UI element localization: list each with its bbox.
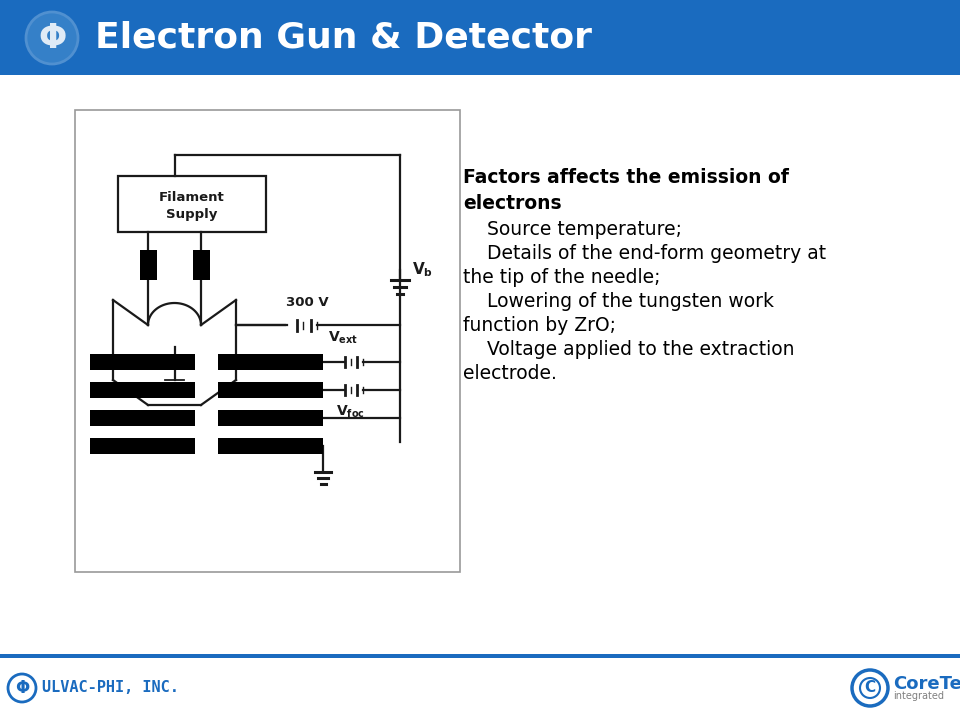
Text: Factors affects the emission of: Factors affects the emission of	[463, 168, 789, 187]
Text: C: C	[864, 680, 876, 696]
Bar	[140, 250, 157, 280]
Text: $\mathbf{V_{ext}}$: $\mathbf{V_{ext}}$	[328, 330, 358, 346]
Bar	[193, 250, 210, 280]
Bar	[90, 410, 195, 426]
Text: $\mathbf{V_{foc}}$: $\mathbf{V_{foc}}$	[336, 404, 365, 420]
Text: ULVAC-PHI, INC.: ULVAC-PHI, INC.	[42, 680, 179, 696]
Text: the tip of the needle;: the tip of the needle;	[463, 268, 660, 287]
Text: Voltage applied to the extraction: Voltage applied to the extraction	[463, 340, 795, 359]
Text: integrated: integrated	[893, 691, 944, 701]
Text: Source temperature;: Source temperature;	[463, 220, 682, 239]
Bar	[0, 75, 960, 655]
Bar	[218, 382, 323, 398]
Bar	[118, 176, 266, 232]
Text: Filament: Filament	[159, 191, 225, 204]
Text: 300 V: 300 V	[286, 296, 328, 309]
Circle shape	[26, 12, 78, 64]
Bar	[218, 410, 323, 426]
Bar	[90, 382, 195, 398]
Bar	[0, 655, 960, 720]
Bar	[0, 654, 960, 658]
Text: Lowering of the tungsten work: Lowering of the tungsten work	[463, 292, 774, 311]
Text: electrode.: electrode.	[463, 364, 557, 383]
Text: CoreTech: CoreTech	[893, 675, 960, 693]
Bar	[90, 438, 195, 454]
Bar	[218, 438, 323, 454]
Text: Φ: Φ	[14, 679, 29, 697]
Bar	[90, 354, 195, 370]
Text: Supply: Supply	[166, 207, 218, 220]
Bar	[218, 354, 323, 370]
Text: electrons: electrons	[463, 194, 562, 213]
Text: $\mathbf{V_b}$: $\mathbf{V_b}$	[412, 261, 433, 279]
Bar	[0, 0, 960, 75]
Text: function by ZrO;: function by ZrO;	[463, 316, 616, 335]
Bar	[75, 110, 460, 572]
Text: Φ: Φ	[37, 22, 66, 55]
Text: Details of the end-form geometry at: Details of the end-form geometry at	[463, 244, 827, 263]
Text: Electron Gun & Detector: Electron Gun & Detector	[95, 21, 592, 55]
